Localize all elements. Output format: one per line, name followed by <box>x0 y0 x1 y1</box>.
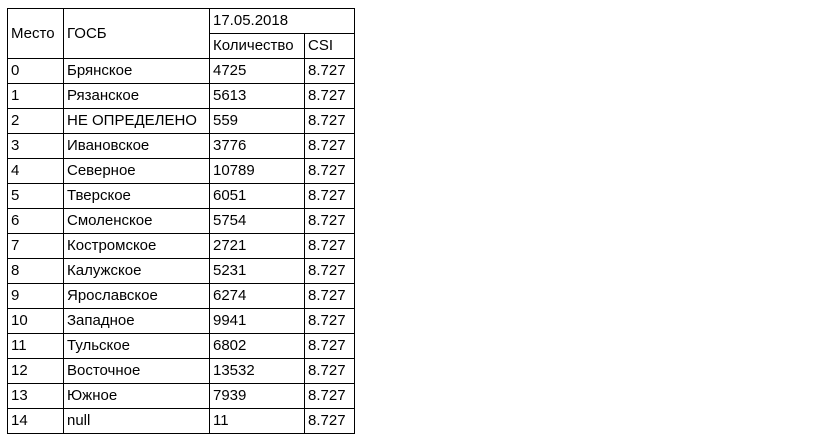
cell-place: 14 <box>7 408 64 434</box>
table-row: 14 null 11 8.727 <box>7 408 355 434</box>
cell-csi: 8.727 <box>304 333 355 359</box>
table-row: 2 НЕ ОПРЕДЕЛЕНО 559 8.727 <box>7 108 355 134</box>
cell-gosb: Брянское <box>63 58 210 84</box>
table-row: 10 Западное 9941 8.727 <box>7 308 355 334</box>
header-count: Количество <box>209 33 305 59</box>
cell-csi: 8.727 <box>304 283 355 309</box>
cell-csi: 8.727 <box>304 158 355 184</box>
table-row: 13 Южное 7939 8.727 <box>7 383 355 409</box>
cell-csi: 8.727 <box>304 108 355 134</box>
cell-gosb: Калужское <box>63 258 210 284</box>
cell-count: 3776 <box>209 133 305 159</box>
cell-gosb: Тверское <box>63 183 210 209</box>
cell-place: 4 <box>7 158 64 184</box>
cell-count: 559 <box>209 108 305 134</box>
cell-place: 13 <box>7 383 64 409</box>
table-row: 5 Тверское 6051 8.727 <box>7 183 355 209</box>
cell-csi: 8.727 <box>304 358 355 384</box>
cell-csi: 8.727 <box>304 83 355 109</box>
table-row: 4 Северное 10789 8.727 <box>7 158 355 184</box>
table-row: 8 Калужское 5231 8.727 <box>7 258 355 284</box>
cell-csi: 8.727 <box>304 408 355 434</box>
cell-place: 5 <box>7 183 64 209</box>
cell-gosb: Восточное <box>63 358 210 384</box>
cell-place: 10 <box>7 308 64 334</box>
cell-csi: 8.727 <box>304 258 355 284</box>
cell-gosb: Ярославское <box>63 283 210 309</box>
header-csi: CSI <box>304 33 355 59</box>
table-row: 0 Брянское 4725 8.727 <box>7 58 355 84</box>
table-header: Место ГОСБ 17.05.2018 Количество CSI <box>7 8 355 59</box>
table-row: 12 Восточное 13532 8.727 <box>7 358 355 384</box>
header-row-top: Место ГОСБ 17.05.2018 <box>7 8 355 59</box>
cell-count: 6051 <box>209 183 305 209</box>
cell-csi: 8.727 <box>304 383 355 409</box>
cell-csi: 8.727 <box>304 208 355 234</box>
cell-csi: 8.727 <box>304 233 355 259</box>
cell-place: 11 <box>7 333 64 359</box>
cell-gosb: null <box>63 408 210 434</box>
cell-place: 7 <box>7 233 64 259</box>
cell-count: 6274 <box>209 283 305 309</box>
cell-count: 13532 <box>209 358 305 384</box>
cell-place: 9 <box>7 283 64 309</box>
cell-count: 10789 <box>209 158 305 184</box>
cell-place: 3 <box>7 133 64 159</box>
table-row: 6 Смоленское 5754 8.727 <box>7 208 355 234</box>
table-row: 7 Костромское 2721 8.727 <box>7 233 355 259</box>
cell-count: 4725 <box>209 58 305 84</box>
cell-count: 2721 <box>209 233 305 259</box>
cell-gosb: Западное <box>63 308 210 334</box>
cell-count: 5613 <box>209 83 305 109</box>
cell-gosb: Тульское <box>63 333 210 359</box>
cell-gosb: Северное <box>63 158 210 184</box>
header-place: Место <box>7 8 64 59</box>
cell-place: 2 <box>7 108 64 134</box>
cell-gosb: Южное <box>63 383 210 409</box>
table-body: 0 Брянское 4725 8.727 1 Рязанское 5613 8.727 2 НЕ… <box>7 58 355 434</box>
header-gosb: ГОСБ <box>63 8 210 59</box>
table-row: 11 Тульское 6802 8.727 <box>7 333 355 359</box>
table-row: 9 Ярославское 6274 8.727 <box>7 283 355 309</box>
cell-csi: 8.727 <box>304 58 355 84</box>
header-date: 17.05.2018 <box>209 8 355 34</box>
gosb-ranking-table: Место ГОСБ 17.05.2018 Количество CSI 0 Бр… <box>7 8 355 434</box>
cell-count: 7939 <box>209 383 305 409</box>
cell-place: 0 <box>7 58 64 84</box>
cell-gosb: Смоленское <box>63 208 210 234</box>
cell-csi: 8.727 <box>304 183 355 209</box>
cell-count: 11 <box>209 408 305 434</box>
cell-csi: 8.727 <box>304 308 355 334</box>
cell-place: 6 <box>7 208 64 234</box>
cell-place: 12 <box>7 358 64 384</box>
table-row: 3 Ивановское 3776 8.727 <box>7 133 355 159</box>
cell-gosb: Рязанское <box>63 83 210 109</box>
cell-count: 9941 <box>209 308 305 334</box>
cell-count: 5754 <box>209 208 305 234</box>
cell-csi: 8.727 <box>304 133 355 159</box>
table-row: 1 Рязанское 5613 8.727 <box>7 83 355 109</box>
cell-gosb: Ивановское <box>63 133 210 159</box>
cell-place: 1 <box>7 83 64 109</box>
cell-gosb: Костромское <box>63 233 210 259</box>
cell-gosb: НЕ ОПРЕДЕЛЕНО <box>63 108 210 134</box>
header-row-bottom: Количество CSI <box>8 33 355 59</box>
cell-count: 5231 <box>209 258 305 284</box>
cell-count: 6802 <box>209 333 305 359</box>
cell-place: 8 <box>7 258 64 284</box>
